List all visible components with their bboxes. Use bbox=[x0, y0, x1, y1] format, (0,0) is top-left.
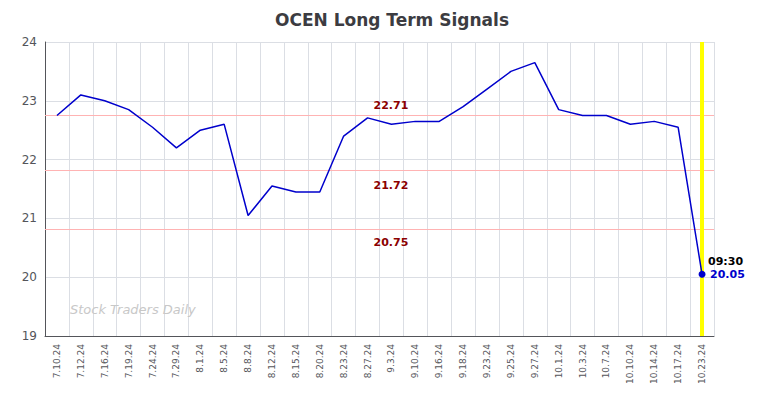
svg-text:09:30: 09:30 bbox=[708, 255, 743, 268]
svg-text:7.29.24: 7.29.24 bbox=[171, 344, 181, 379]
svg-text:22.71: 22.71 bbox=[374, 99, 409, 112]
svg-text:21.72: 21.72 bbox=[374, 179, 409, 192]
svg-text:23: 23 bbox=[22, 94, 37, 108]
svg-text:7.10.24: 7.10.24 bbox=[52, 344, 62, 379]
svg-text:9.23.24: 9.23.24 bbox=[482, 344, 492, 379]
svg-text:8.12.24: 8.12.24 bbox=[267, 344, 277, 379]
svg-text:7.16.24: 7.16.24 bbox=[100, 344, 110, 379]
svg-text:7.19.24: 7.19.24 bbox=[124, 344, 134, 379]
svg-text:10.1.24: 10.1.24 bbox=[554, 344, 564, 379]
svg-text:10.14.24: 10.14.24 bbox=[649, 344, 659, 384]
svg-text:9.25.24: 9.25.24 bbox=[506, 344, 516, 379]
svg-text:9.10.24: 9.10.24 bbox=[410, 344, 420, 379]
svg-text:10.23.24: 10.23.24 bbox=[697, 344, 707, 384]
svg-text:7.12.24: 7.12.24 bbox=[76, 344, 86, 379]
svg-text:8.1.24: 8.1.24 bbox=[195, 344, 205, 373]
svg-text:8.23.24: 8.23.24 bbox=[339, 344, 349, 379]
svg-text:10.17.24: 10.17.24 bbox=[673, 344, 683, 384]
svg-text:19: 19 bbox=[22, 329, 37, 343]
svg-text:10.7.24: 10.7.24 bbox=[601, 344, 611, 379]
svg-text:9.3.24: 9.3.24 bbox=[386, 344, 396, 373]
svg-text:22: 22 bbox=[22, 153, 37, 167]
svg-text:10.3.24: 10.3.24 bbox=[578, 344, 588, 379]
svg-text:7.24.24: 7.24.24 bbox=[148, 344, 158, 379]
svg-text:8.5.24: 8.5.24 bbox=[219, 344, 229, 373]
svg-text:8.20.24: 8.20.24 bbox=[315, 344, 325, 379]
svg-text:Stock Traders Daily: Stock Traders Daily bbox=[70, 302, 196, 317]
svg-text:8.15.24: 8.15.24 bbox=[291, 344, 301, 379]
svg-text:9.16.24: 9.16.24 bbox=[434, 344, 444, 379]
svg-text:9.18.24: 9.18.24 bbox=[458, 344, 468, 379]
svg-text:20: 20 bbox=[22, 270, 37, 284]
svg-text:OCEN Long Term Signals: OCEN Long Term Signals bbox=[275, 10, 509, 30]
svg-text:24: 24 bbox=[22, 35, 37, 49]
svg-text:20.05: 20.05 bbox=[710, 268, 745, 281]
svg-text:21: 21 bbox=[22, 211, 37, 225]
svg-text:10.10.24: 10.10.24 bbox=[625, 344, 635, 384]
svg-text:20.75: 20.75 bbox=[374, 236, 409, 249]
svg-text:8.8.24: 8.8.24 bbox=[243, 344, 253, 373]
svg-text:8.27.24: 8.27.24 bbox=[363, 344, 373, 379]
svg-text:9.27.24: 9.27.24 bbox=[530, 344, 540, 379]
